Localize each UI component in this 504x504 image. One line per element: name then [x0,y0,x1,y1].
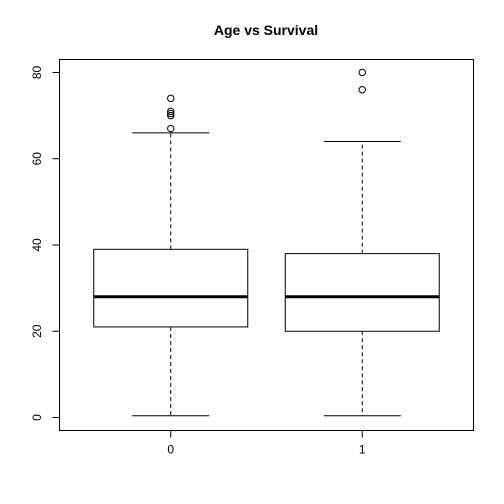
y-axis: 0 20 40 60 80 [30,66,60,421]
outlier-point [167,94,175,103]
y-tick-label: 80 [30,66,44,80]
box [284,253,440,332]
outlier-point [167,111,175,120]
x-tick-label: 1 [359,443,366,457]
plot-frame [59,59,474,431]
box-group [284,68,440,417]
outlier-point [167,107,175,116]
chart-title: Age vs Survival [214,22,318,38]
y-tick-label: 0 [30,414,44,421]
box [93,248,249,328]
y-tick-label: 40 [30,238,44,252]
box-plots [93,68,440,417]
x-tick-label: 0 [167,443,174,457]
outlier-point [358,86,366,94]
outlier-point [358,68,366,77]
y-tick-label: 60 [30,152,44,166]
outlier-point [167,124,175,133]
y-tick-label: 20 [30,324,44,338]
box-group [93,94,249,417]
outlier-point [167,109,175,118]
